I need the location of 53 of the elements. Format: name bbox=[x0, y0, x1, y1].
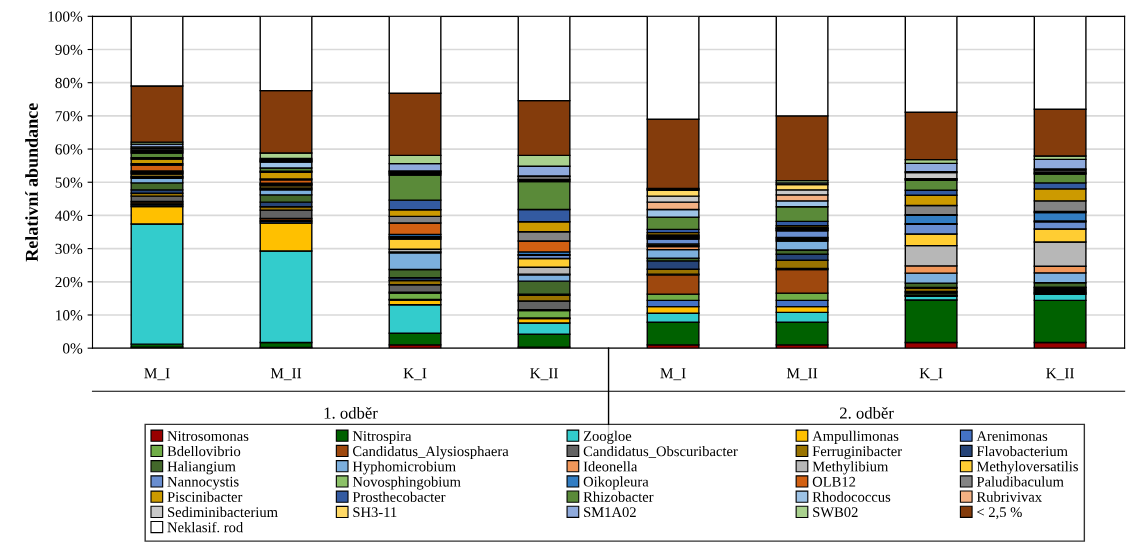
legend-label: Nitrosomonas bbox=[167, 431, 249, 441]
text: 2. odběr bbox=[840, 406, 894, 419]
legend-label: Haliangium bbox=[167, 461, 236, 475]
text: 1. odběr bbox=[324, 406, 378, 419]
x-tick-label: K_I bbox=[403, 368, 427, 381]
x-tick-label: K_I bbox=[919, 368, 943, 381]
y-tick-label: 30% bbox=[55, 243, 83, 255]
legend-label: Novosphingobium bbox=[352, 476, 461, 490]
y-tick-label: 90% bbox=[55, 44, 83, 56]
legend-label: Bdellovibrio bbox=[167, 445, 241, 457]
y-tick-label: 60% bbox=[55, 144, 83, 155]
legend-label: Hyphomicrobium bbox=[352, 461, 456, 475]
legend-label: Nitrospira bbox=[352, 431, 412, 444]
legend-label: Neklasif. rod bbox=[167, 521, 243, 533]
x-tick-label: M_II bbox=[786, 368, 818, 381]
legend-label: SM1A02 bbox=[584, 507, 636, 518]
x-tick-label: K_II bbox=[1046, 368, 1074, 381]
legend-label: Methylibium bbox=[812, 461, 889, 475]
x-tick-label: M_I bbox=[144, 368, 170, 381]
legend-label: < 2,5 % bbox=[977, 507, 1022, 520]
legend-label: Arenimonas bbox=[976, 431, 1048, 441]
legend-label: Piscinibacter bbox=[167, 491, 243, 502]
legend-label: Ferruginibacter bbox=[812, 445, 902, 460]
x-tick-label: K_II bbox=[530, 368, 558, 381]
legend-label: Flavobacterium bbox=[976, 445, 1068, 457]
legend-label: Prosthecobacter bbox=[352, 491, 446, 502]
y-tick-label: 40% bbox=[55, 210, 83, 221]
y-tick-label: 20% bbox=[55, 276, 83, 288]
legend-label: SWB02 bbox=[813, 507, 858, 518]
legend-label: Rhizobacter bbox=[583, 491, 654, 502]
legend-label: Rhodococcus bbox=[812, 491, 891, 502]
legend-label: Nannocystis bbox=[167, 476, 239, 490]
y-tick-label: 10% bbox=[56, 310, 83, 321]
legend-label: Zoogloe bbox=[583, 430, 632, 444]
y-tick-label: 70% bbox=[55, 111, 83, 122]
x-tick-label: M_I bbox=[660, 368, 686, 381]
y-tick-label: 50% bbox=[55, 177, 83, 188]
y-tick-label: 80% bbox=[55, 77, 83, 89]
y-tick-label: 0% bbox=[62, 343, 83, 354]
legend-label: Sediminibacterium bbox=[168, 506, 278, 518]
legend-label: Candidatus_Obscuribacter bbox=[583, 445, 738, 458]
legend-label: SH3-11 bbox=[353, 507, 397, 518]
legend-label: Ideonella bbox=[583, 461, 638, 472]
legend-label: Methyloversatilis bbox=[976, 461, 1078, 475]
legend-label: Paludibaculum bbox=[976, 476, 1064, 487]
legend-label: Ampullimonas bbox=[812, 430, 899, 444]
legend-label: Candidatus_Alysiosphaera bbox=[352, 445, 509, 460]
y-axis-title: Relativní abundance bbox=[25, 103, 38, 262]
legend-label: Oikopleura bbox=[583, 476, 649, 490]
legend-label: OLB12 bbox=[812, 476, 856, 487]
legend-label: Rubrivivax bbox=[976, 491, 1042, 502]
x-tick-label: M_II bbox=[270, 368, 302, 381]
y-tick-label: 100% bbox=[48, 11, 83, 22]
